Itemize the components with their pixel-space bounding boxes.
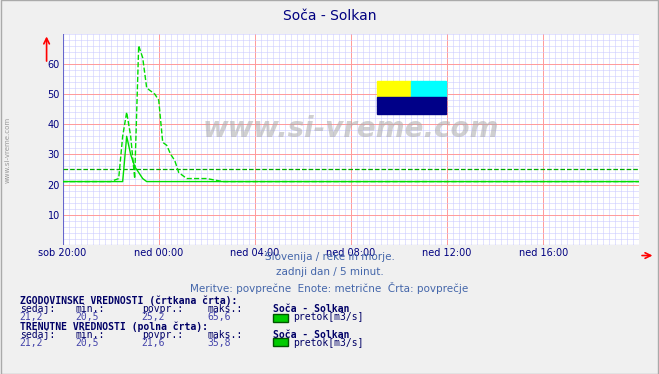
Text: 25,2: 25,2 — [142, 312, 165, 322]
Text: ZGODOVINSKE VREDNOSTI (črtkana črta):: ZGODOVINSKE VREDNOSTI (črtkana črta): — [20, 295, 237, 306]
Text: zadnji dan / 5 minut.: zadnji dan / 5 minut. — [275, 267, 384, 278]
Text: www.si-vreme.com: www.si-vreme.com — [203, 115, 499, 143]
Bar — [377, 97, 446, 114]
Bar — [377, 80, 411, 97]
Text: povpr.:: povpr.: — [142, 330, 183, 340]
Text: 20,5: 20,5 — [76, 338, 100, 349]
Text: Slovenija / reke in morje.: Slovenija / reke in morje. — [264, 252, 395, 263]
Text: TRENUTNE VREDNOSTI (polna črta):: TRENUTNE VREDNOSTI (polna črta): — [20, 322, 208, 332]
Text: sedaj:: sedaj: — [20, 330, 55, 340]
Text: sedaj:: sedaj: — [20, 304, 55, 314]
Text: pretok[m3/s]: pretok[m3/s] — [293, 312, 364, 322]
Bar — [411, 80, 446, 97]
Text: Soča - Solkan: Soča - Solkan — [283, 9, 376, 23]
Text: maks.:: maks.: — [208, 330, 243, 340]
Text: 20,5: 20,5 — [76, 312, 100, 322]
Text: Meritve: povprečne  Enote: metrične  Črta: povprečje: Meritve: povprečne Enote: metrične Črta:… — [190, 282, 469, 294]
Text: 21,2: 21,2 — [20, 312, 43, 322]
Text: 65,6: 65,6 — [208, 312, 231, 322]
Text: pretok[m3/s]: pretok[m3/s] — [293, 338, 364, 349]
Text: Soča - Solkan: Soča - Solkan — [273, 330, 350, 340]
Text: min.:: min.: — [76, 330, 105, 340]
Text: www.si-vreme.com: www.si-vreme.com — [5, 117, 11, 183]
Text: min.:: min.: — [76, 304, 105, 314]
Text: povpr.:: povpr.: — [142, 304, 183, 314]
Text: Soča - Solkan: Soča - Solkan — [273, 304, 350, 314]
Text: maks.:: maks.: — [208, 304, 243, 314]
Text: 21,2: 21,2 — [20, 338, 43, 349]
Text: 21,6: 21,6 — [142, 338, 165, 349]
Text: 35,8: 35,8 — [208, 338, 231, 349]
